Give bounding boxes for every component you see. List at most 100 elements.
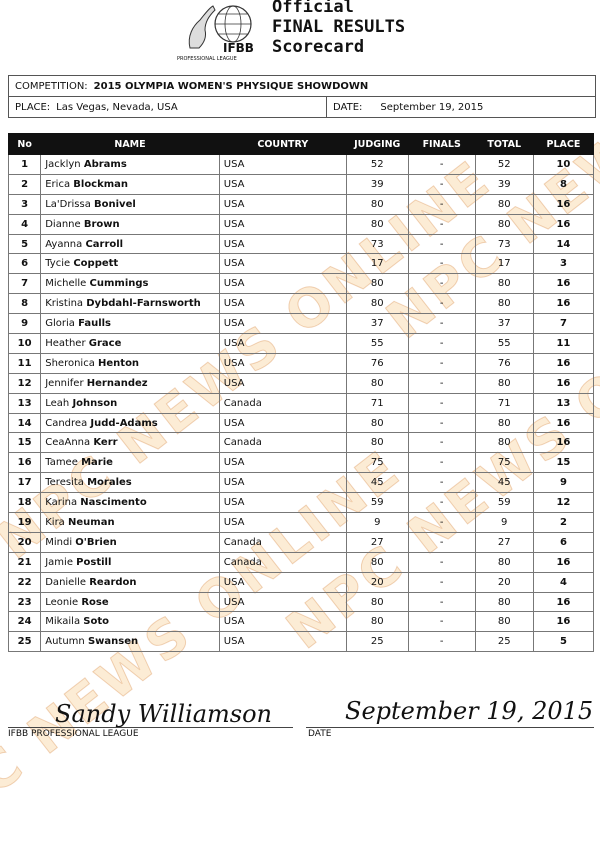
date-label: DATE: [333,101,363,113]
table-row: 14 Candrea Judd-Adams USA 80-80 16 [7,412,595,434]
column-header: PLACE [532,133,595,155]
place: 4 [532,571,595,593]
last-name: Postill [76,556,112,568]
athlete-number: 9 [7,313,42,335]
athlete-name: Tycie Coppett [40,253,220,275]
first-name: Teresita [45,477,84,489]
finals-score: - [407,313,476,335]
first-name: Michelle [45,278,87,290]
country: USA [218,193,347,215]
finals-score: - [407,571,476,593]
first-name: Kira [45,516,65,528]
finals-score: - [407,531,476,553]
place: 9 [532,472,595,494]
country: USA [218,412,347,434]
column-header: COUNTRY [218,133,347,155]
athlete-name: Jennifer Hernandez [40,372,220,394]
country: USA [218,512,347,533]
finals-score: - [407,372,476,394]
judging-score: 80 [345,591,409,613]
athlete-name: La'Drissa Bonivel [40,193,220,215]
place: 16 [532,352,595,374]
judging-score: 80 [345,611,409,633]
country: USA [218,173,347,195]
page-title: Official FINAL RESULTS Scorecard [272,0,405,57]
last-name: Brown [83,218,120,230]
finals-score: - [407,193,476,215]
athlete-number: 11 [7,352,42,374]
place: 12 [532,492,595,514]
judging-score: 80 [345,432,409,454]
ifbb-logo: IFBB PROFESSIONAL LEAGUE [175,0,265,62]
place: 16 [532,193,595,215]
table-row: 3 La'Drissa Bonivel USA 80-80 16 [7,193,595,215]
signature-line [8,727,293,728]
athlete-name: Dianne Brown [40,213,220,235]
last-name: Carroll [85,238,124,250]
table-row: 6 Tycie Coppett USA 17-17 3 [7,253,595,275]
table-row: 2 Erica Blockman USA 39-39 8 [7,173,595,195]
athlete-name: Autumn Swansen [40,631,220,653]
total-score: 37 [474,313,534,335]
athlete-name: Kira Neuman [40,512,220,533]
table-row: 18 Karina Nascimento USA 59-59 12 [7,492,595,514]
last-name: Henton [98,357,140,369]
last-name: Rose [81,596,109,608]
total-score: 20 [474,571,534,593]
total-score: 80 [474,412,534,434]
first-name: Tycie [45,258,71,270]
athlete-number: 10 [7,333,42,354]
athlete-number: 23 [7,591,42,613]
total-score: 73 [474,233,534,255]
finals-score: - [407,611,476,633]
finals-score: - [407,631,476,653]
column-header: TOTAL [474,133,534,155]
date-value: September 19, 2015 [380,101,484,113]
judging-score: 20 [345,571,409,593]
athlete-number: 7 [7,273,42,295]
finals-score: - [407,293,476,315]
country: USA [218,333,347,354]
judging-score: 25 [345,631,409,653]
country: USA [218,213,347,235]
first-name: Candrea [45,417,88,429]
table-row: 24 Mikaila Soto USA 80-80 16 [7,611,595,633]
athlete-name: Danielle Reardon [40,571,220,593]
table-row: 21 Jamie Postill Canada 80-80 16 [7,551,595,573]
place: 6 [532,531,595,553]
total-score: 45 [474,472,534,494]
competition-info: COMPETITION: 2015 OLYMPIA WOMEN'S PHYSIQU… [8,75,596,118]
total-score: 80 [474,213,534,235]
title-line: Official [272,0,354,17]
judging-score: 45 [345,472,409,494]
finals-score: - [407,352,476,374]
total-score: 71 [474,392,534,414]
first-name: Tamee [45,457,78,469]
judging-score: 9 [345,512,409,533]
athlete-name: Karina Nascimento [40,492,220,514]
place-label: PLACE: [15,101,51,113]
last-name: Grace [88,337,122,349]
last-name: Soto [83,616,109,628]
country: Canada [218,432,347,454]
last-name: Reardon [89,576,137,588]
first-name: La'Drissa [45,198,91,210]
first-name: Karina [45,497,78,509]
table-row: 15 CeaAnna Kerr Canada 80-80 16 [7,432,595,454]
finals-score: - [407,412,476,434]
total-score: 80 [474,293,534,315]
athlete-name: Teresita Morales [40,472,220,494]
athlete-number: 4 [7,213,42,235]
last-name: Swansen [87,636,139,648]
athlete-number: 16 [7,452,42,474]
athlete-number: 12 [7,372,42,394]
total-score: 80 [474,611,534,633]
first-name: Jennifer [45,377,84,389]
place: 16 [532,213,595,235]
table-row: 4 Dianne Brown USA 80-80 16 [7,213,595,235]
total-score: 9 [474,512,534,533]
signature-label: IFBB PROFESSIONAL LEAGUE [8,729,139,739]
total-score: 80 [474,432,534,454]
judging-score: 80 [345,213,409,235]
athlete-name: CeaAnna Kerr [40,432,220,454]
